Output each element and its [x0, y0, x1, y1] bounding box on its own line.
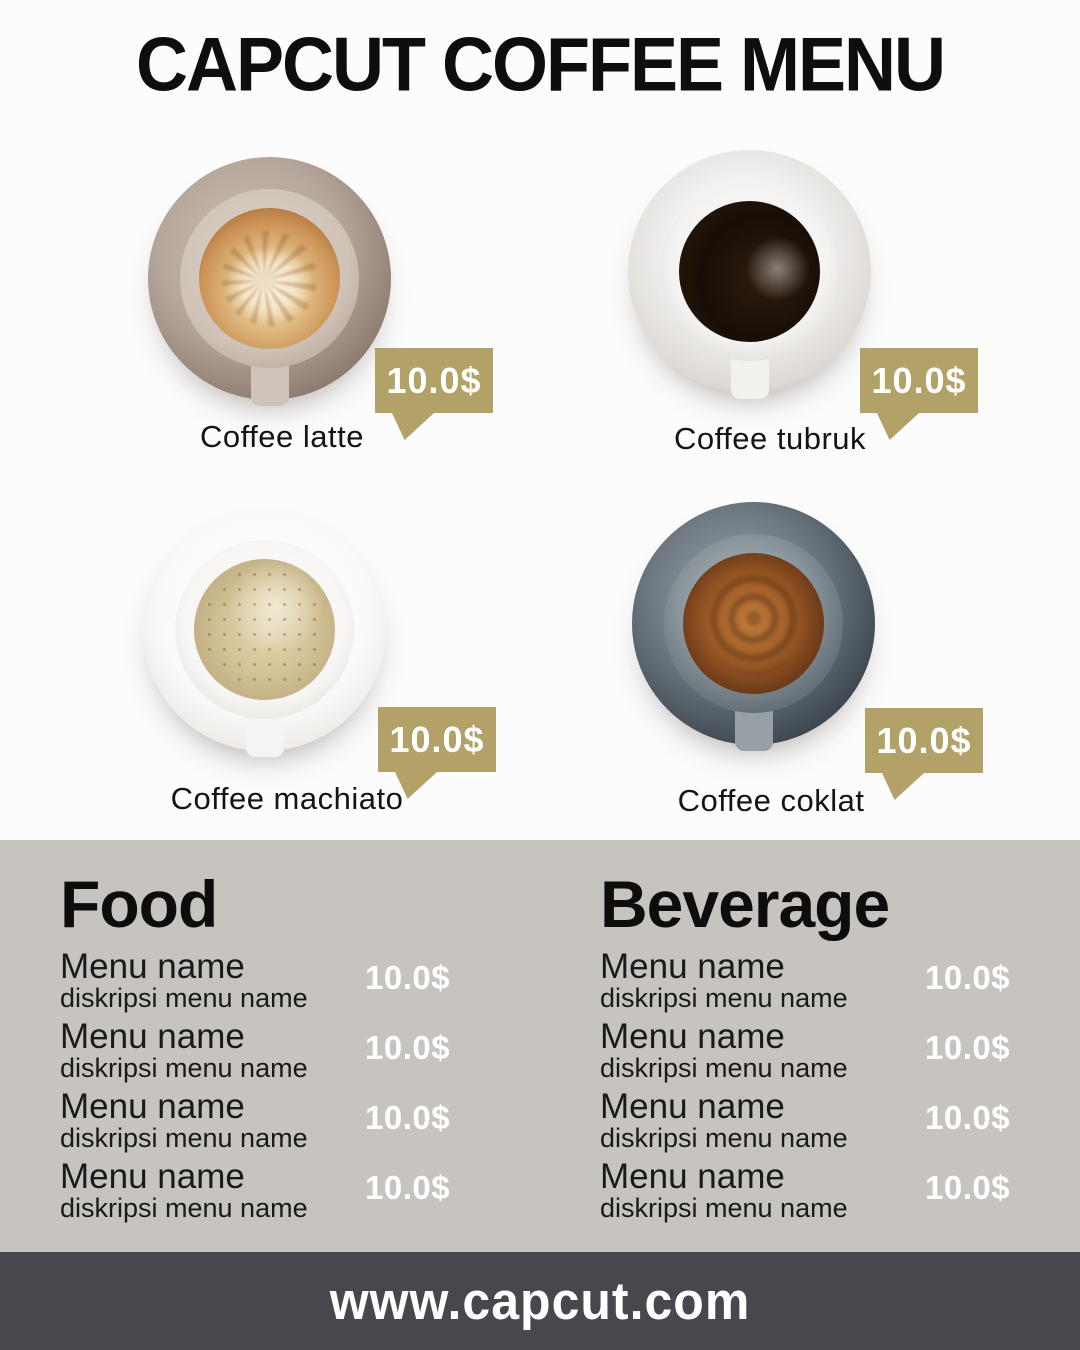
price-label: 10.0$	[871, 359, 967, 401]
price-tag: 10.0$	[378, 707, 496, 799]
menu-item-description: diskripsi menu name	[60, 983, 308, 1014]
menu-item-price: 10.0$	[925, 959, 1011, 997]
product-card-coklat: 10.0$ Coffee coklat	[540, 490, 1080, 840]
page-title: CAPCUT COFFEE MENU	[136, 22, 946, 108]
price-label: 10.0$	[389, 718, 485, 760]
menu-item-name: Menu name	[600, 1017, 785, 1057]
menu-item: Menu name diskripsi menu name 10.0$	[60, 1159, 465, 1223]
product-card-tubruk: 10.0$ Coffee tubruk	[540, 130, 1080, 480]
menu-item: Menu name diskripsi menu name 10.0$	[600, 949, 1025, 1013]
menu-item-description: diskripsi menu name	[600, 1053, 848, 1084]
menu-item-name: Menu name	[600, 1156, 785, 1196]
menu-item-price: 10.0$	[925, 1099, 1011, 1137]
menu-item-text: Menu name diskripsi menu name	[600, 1019, 925, 1083]
menu-item-name: Menu name	[600, 947, 785, 987]
product-name: Coffee tubruk	[673, 421, 867, 456]
menu-item-description: diskripsi menu name	[600, 983, 848, 1014]
menu-item-text: Menu name diskripsi menu name	[600, 1089, 925, 1153]
product-card-machiato: 10.0$ Coffee machiato	[0, 490, 540, 840]
menu-item-price: 10.0$	[925, 1168, 1011, 1206]
coffee-surface	[194, 559, 335, 700]
product-name: Coffee coklat	[677, 783, 865, 818]
product-card-latte: 10.0$ Coffee latte	[0, 130, 540, 480]
menu-item-name: Menu name	[60, 1017, 245, 1057]
menu-section: Food Menu name diskripsi menu name 10.0$…	[0, 840, 1080, 1252]
menu-item-description: diskripsi menu name	[60, 1192, 308, 1223]
menu-item-name: Menu name	[60, 947, 245, 987]
menu-item-name: Menu name	[600, 1087, 785, 1127]
website-url: www.capcut.com	[329, 1271, 751, 1331]
coffee-surface	[679, 201, 820, 342]
coffee-tubruk-photo	[628, 150, 871, 399]
menu-item-price: 10.0$	[365, 1168, 451, 1206]
food-column: Food Menu name diskripsi menu name 10.0$…	[60, 867, 465, 1229]
menu-item-text: Menu name diskripsi menu name	[600, 949, 925, 1013]
menu-item-description: diskripsi menu name	[600, 1192, 848, 1223]
menu-item: Menu name diskripsi menu name 10.0$	[600, 1089, 1025, 1153]
price-label: 10.0$	[876, 719, 972, 761]
price-tag: 10.0$	[375, 348, 493, 440]
menu-item: Menu name diskripsi menu name 10.0$	[60, 1089, 465, 1153]
menu-item: Menu name diskripsi menu name 10.0$	[600, 1159, 1025, 1223]
menu-item: Menu name diskripsi menu name 10.0$	[60, 949, 465, 1013]
product-name: Coffee latte	[200, 419, 364, 454]
menu-item-name: Menu name	[60, 1156, 245, 1196]
price-tag: 10.0$	[860, 348, 978, 440]
menu-item-text: Menu name diskripsi menu name	[60, 949, 365, 1013]
menu-item-price: 10.0$	[925, 1029, 1011, 1067]
menu-item-price: 10.0$	[365, 1099, 451, 1137]
menu-item-text: Menu name diskripsi menu name	[60, 1159, 365, 1223]
menu-item-text: Menu name diskripsi menu name	[600, 1159, 925, 1223]
food-heading: Food	[60, 867, 218, 941]
coffee-machiato-photo	[143, 508, 386, 757]
coffee-surface	[199, 208, 340, 349]
footer-bar: www.capcut.com	[0, 1252, 1080, 1350]
beverage-column: Beverage Menu name diskripsi menu name 1…	[600, 867, 1025, 1229]
menu-item-description: diskripsi menu name	[600, 1123, 848, 1154]
menu-item-price: 10.0$	[365, 959, 451, 997]
beverage-heading: Beverage	[600, 867, 890, 941]
price-tag: 10.0$	[865, 708, 983, 800]
menu-item-price: 10.0$	[365, 1029, 451, 1067]
coffee-coklat-photo	[632, 502, 875, 751]
price-label: 10.0$	[386, 359, 482, 401]
menu-item-description: diskripsi menu name	[60, 1123, 308, 1154]
product-name: Coffee machiato	[170, 781, 404, 816]
menu-item-description: diskripsi menu name	[60, 1053, 308, 1084]
menu-item-text: Menu name diskripsi menu name	[60, 1019, 365, 1083]
coffee-latte-photo	[148, 157, 391, 406]
menu-item-text: Menu name diskripsi menu name	[60, 1089, 365, 1153]
coffee-surface	[683, 553, 824, 694]
menu-item-name: Menu name	[60, 1087, 245, 1127]
menu-item: Menu name diskripsi menu name 10.0$	[600, 1019, 1025, 1083]
menu-item: Menu name diskripsi menu name 10.0$	[60, 1019, 465, 1083]
